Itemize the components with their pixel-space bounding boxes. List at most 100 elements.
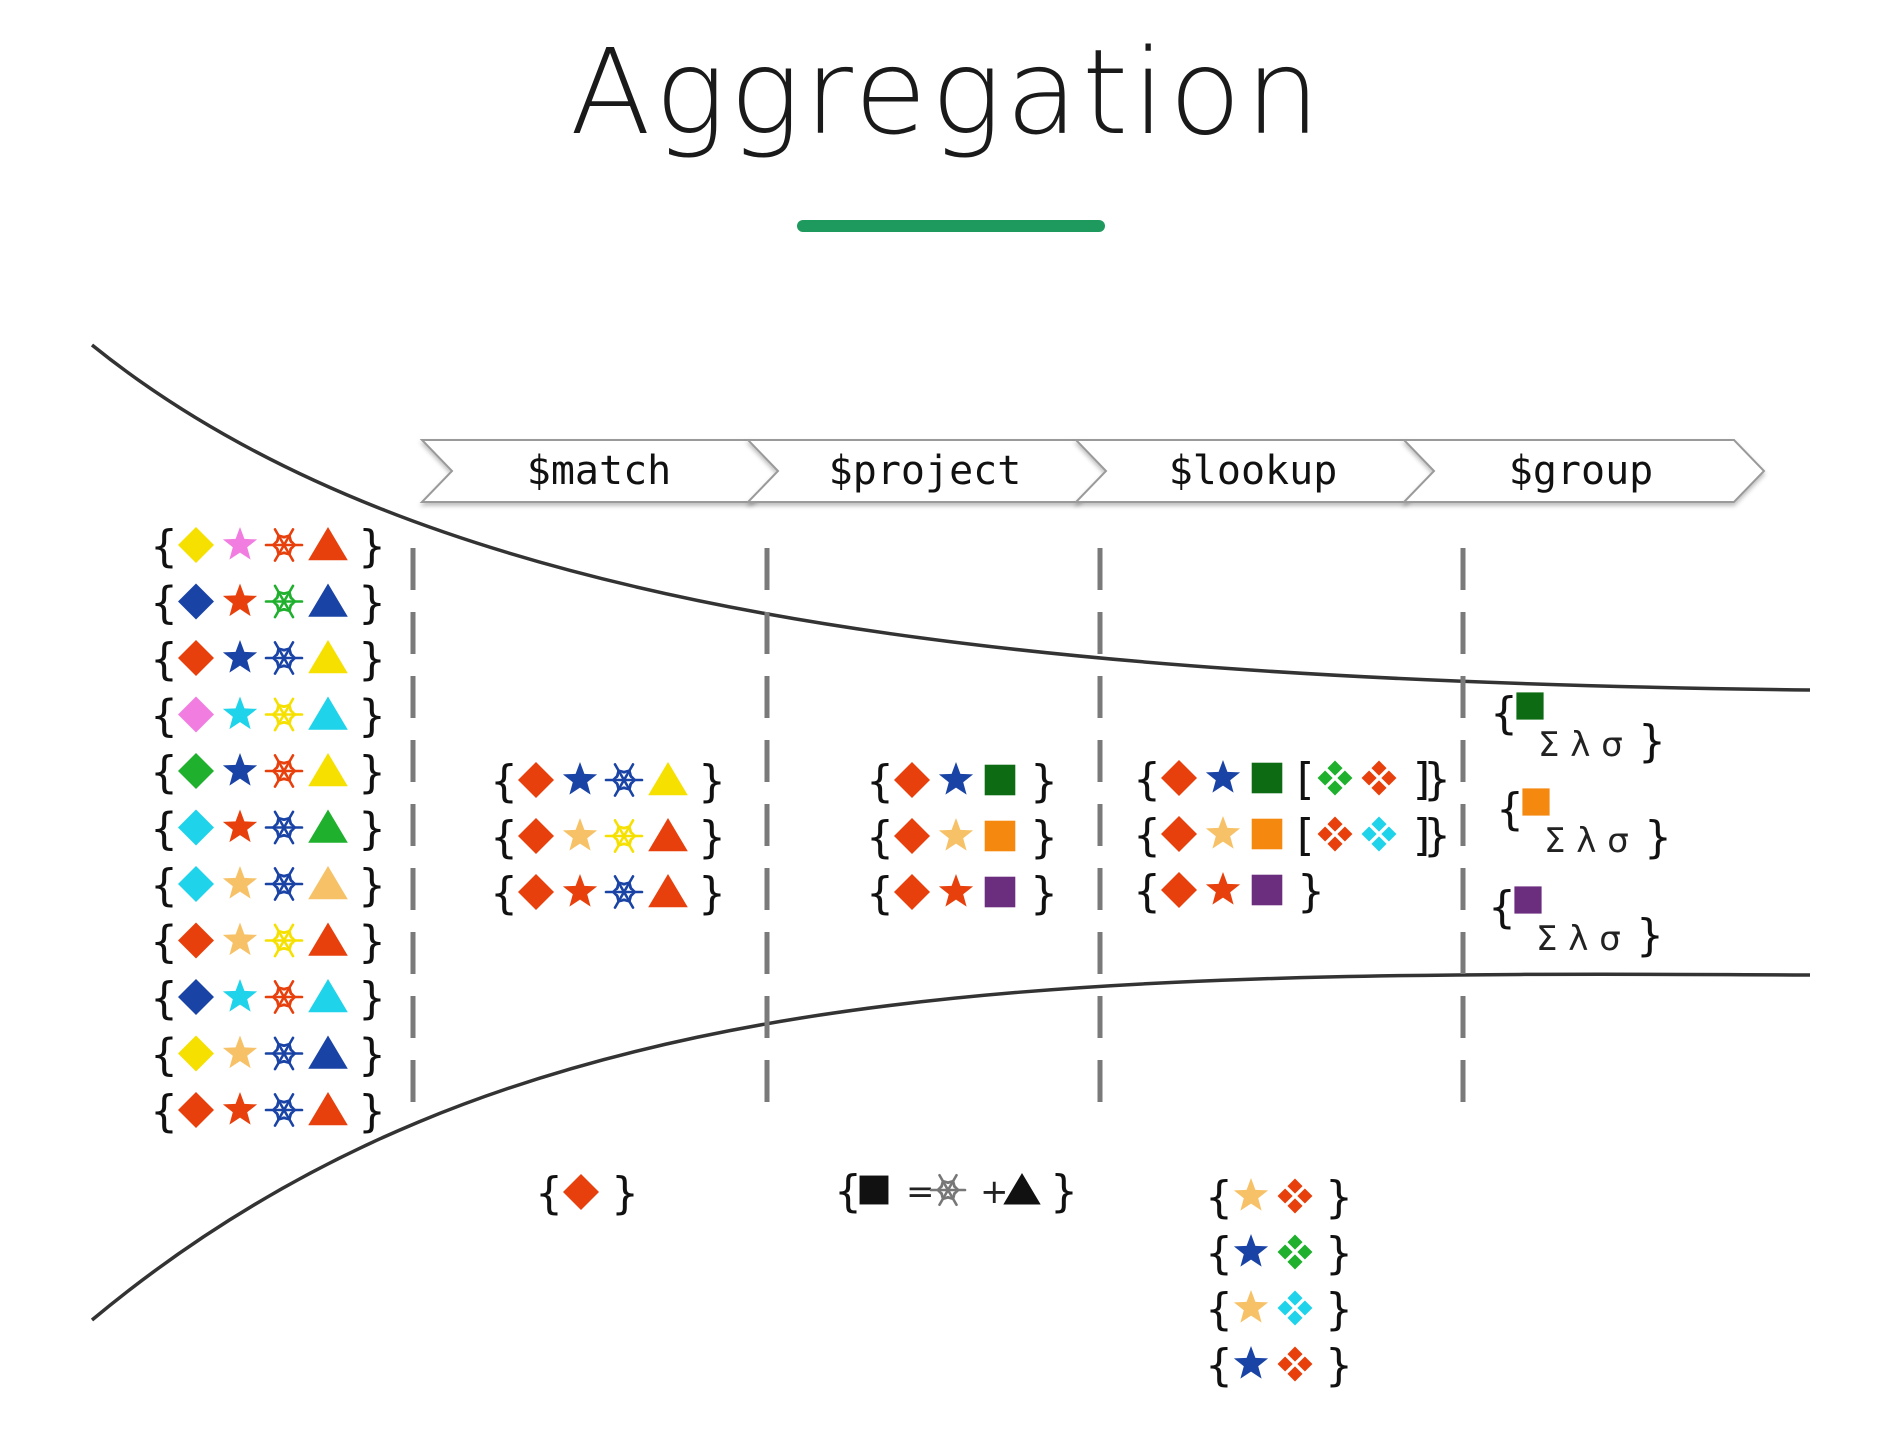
lookup-foreign-document: {} <box>1205 1284 1353 1335</box>
bracket: ] <box>1413 810 1430 861</box>
document-groups: {}{}{}{}{}{}{}{}{}{}{}{}{}{}{}{}{}{[]}{[… <box>150 521 1672 1391</box>
group-output-document: {Σ λ σ} <box>1488 882 1664 961</box>
square-icon <box>1251 874 1283 906</box>
funnel-top-curve <box>90 343 1811 692</box>
triangle-icon <box>308 640 348 674</box>
lookup-output-document: {} <box>1133 866 1325 917</box>
clover-icon <box>1317 816 1353 852</box>
brace: { <box>150 973 178 1024</box>
clover-icon <box>1277 1234 1313 1270</box>
diamond-icon <box>1161 816 1197 852</box>
project-expression: {= +} <box>834 1166 1078 1217</box>
clover-icon <box>1277 1178 1313 1214</box>
diamond-icon <box>1161 760 1197 796</box>
star-icon <box>562 762 598 795</box>
star-icon <box>562 874 598 907</box>
brace: { <box>490 868 518 919</box>
group-operators: Σ λ σ <box>1544 821 1629 861</box>
snowflake-icon <box>264 528 304 562</box>
diamond-icon <box>1161 872 1197 908</box>
input-document: {} <box>150 521 386 572</box>
input-document: {} <box>150 634 386 685</box>
brace: { <box>150 747 178 798</box>
brace: } <box>1325 1284 1353 1335</box>
star-icon <box>222 753 258 786</box>
star-icon <box>222 809 258 843</box>
square-icon <box>984 820 1016 852</box>
triangle-icon <box>648 874 688 908</box>
snowflake-icon <box>264 641 304 675</box>
brace: } <box>1423 810 1451 861</box>
star-icon <box>1233 1178 1269 1211</box>
brace: { <box>490 756 518 807</box>
triangle-icon <box>308 1092 348 1126</box>
brace: } <box>358 747 386 798</box>
brace: { <box>150 521 178 572</box>
diamond-icon <box>178 696 214 733</box>
brace: { <box>150 1030 178 1081</box>
triangle-icon <box>308 922 348 956</box>
bracket: [ <box>1297 754 1314 805</box>
brace: } <box>1030 812 1058 863</box>
brace: } <box>698 756 726 807</box>
operator-symbol: + <box>980 1172 1009 1212</box>
brace: } <box>1030 756 1058 807</box>
brace: { <box>1490 688 1518 739</box>
brace: } <box>1297 866 1325 917</box>
brace: { <box>1133 754 1161 805</box>
bracket: [ <box>1297 810 1314 861</box>
square-icon <box>859 1175 889 1205</box>
star-icon <box>938 874 974 907</box>
snowflake-icon <box>264 697 304 732</box>
triangle-icon <box>308 583 348 617</box>
brace: } <box>1325 1172 1353 1223</box>
clover-icon <box>1361 816 1397 852</box>
brace: } <box>611 1168 639 1219</box>
brace: { <box>1205 1172 1233 1223</box>
input-document: {} <box>150 578 386 629</box>
brace: } <box>1636 910 1664 961</box>
triangle-icon <box>648 818 688 852</box>
brace: { <box>866 868 894 919</box>
triangle-icon <box>308 753 348 787</box>
input-document: {} <box>150 804 386 855</box>
brace: { <box>535 1168 563 1219</box>
match-criteria: {} <box>535 1168 639 1219</box>
group-operators: Σ λ σ <box>1536 919 1621 959</box>
clover-icon <box>1361 760 1397 796</box>
star-icon <box>1205 760 1241 793</box>
diamond-icon <box>178 1092 214 1128</box>
brace: } <box>358 1086 386 1137</box>
diamond-icon <box>518 762 554 798</box>
star-icon <box>1205 816 1241 849</box>
snowflake-icon <box>604 819 644 853</box>
brace: } <box>358 917 386 968</box>
lookup-output-document: {[]} <box>1133 754 1451 805</box>
brace: { <box>1133 810 1161 861</box>
brace: } <box>1050 1166 1078 1217</box>
diamond-icon <box>178 866 214 902</box>
stage-chevron <box>1401 439 1766 503</box>
clover-icon <box>1277 1290 1313 1326</box>
snowflake-icon <box>604 875 644 909</box>
brace: } <box>1423 754 1451 805</box>
group-output-document: {Σ λ σ} <box>1490 688 1666 767</box>
brace: { <box>150 804 178 855</box>
brace: } <box>358 634 386 685</box>
diamond-icon <box>178 922 214 959</box>
star-icon <box>222 1092 258 1125</box>
brace: } <box>358 521 386 572</box>
brace: } <box>1638 716 1666 767</box>
input-document: {} <box>150 747 386 798</box>
snowflake-icon <box>264 754 304 788</box>
lookup-foreign-document: {} <box>1205 1228 1353 1279</box>
brace: { <box>150 691 178 742</box>
stage-label: $match <box>527 448 672 494</box>
diamond-icon <box>178 640 214 676</box>
brace: { <box>1205 1228 1233 1279</box>
brace: } <box>358 1030 386 1081</box>
page-title: Aggregation <box>569 23 1325 161</box>
input-document: {} <box>150 1086 386 1137</box>
brace: { <box>1205 1340 1233 1391</box>
triangle-icon <box>308 1035 348 1069</box>
